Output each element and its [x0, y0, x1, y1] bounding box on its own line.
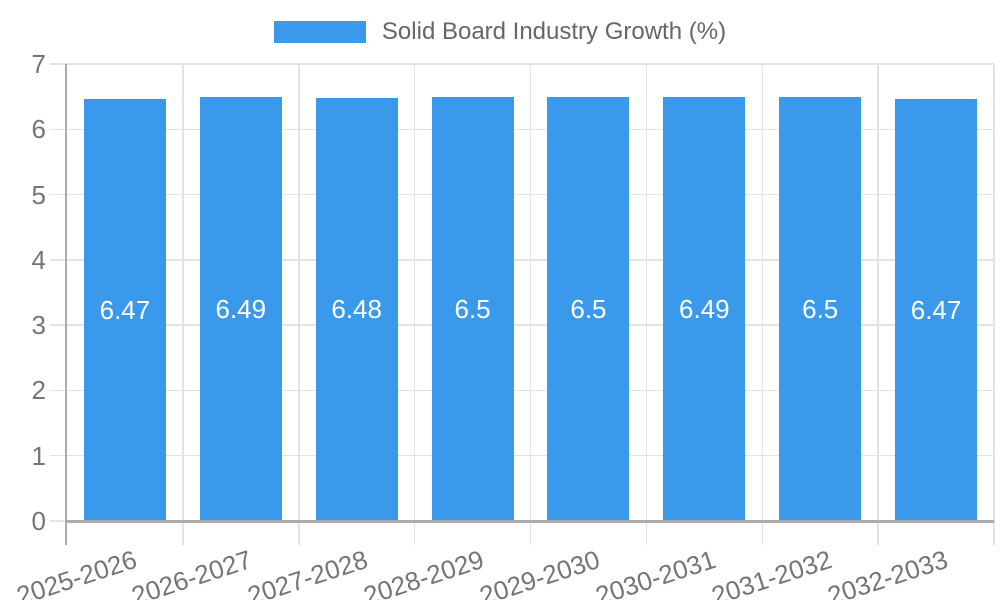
y-tick-label: 1: [31, 440, 46, 471]
y-axis-line: [65, 64, 67, 545]
bar[interactable]: [199, 97, 282, 521]
x-axis-line: [65, 520, 994, 523]
x-tick-label: 2027-2028: [238, 544, 372, 600]
x-tick-label-text: 2031-2032: [707, 544, 836, 600]
bar-value-label: 6.5: [454, 293, 491, 324]
bar[interactable]: [83, 98, 166, 521]
y-gridline: [50, 389, 994, 392]
y-tick-label: 0: [31, 506, 46, 536]
x-gridline: [529, 64, 532, 545]
bar-value-label: 6.5: [802, 293, 839, 324]
x-gridline: [182, 64, 184, 545]
bar[interactable]: [895, 98, 978, 521]
x-tick-label: 2032-2033: [818, 544, 951, 600]
y-tick-label: 5: [31, 179, 46, 210]
x-gridline: [993, 64, 995, 545]
x-tick-label-text: 2027-2028: [244, 544, 372, 600]
x-tick-label: 2028-2029: [354, 544, 488, 600]
y-gridline: [50, 324, 994, 326]
x-tick-label-text: 2029-2030: [475, 544, 604, 600]
bar[interactable]: [663, 97, 746, 521]
bar-value-label: 6.49: [679, 294, 730, 325]
y-tick-label: 7: [31, 49, 46, 79]
bar-value-label: 6.5: [570, 293, 607, 324]
y-gridline: [50, 259, 994, 261]
legend-color-swatch: [273, 21, 366, 43]
x-tick-label: 2025-2026: [7, 544, 140, 600]
y-axis-tick: [50, 520, 67, 522]
y-tick-label: 2: [31, 375, 46, 406]
x-tick-label: 2030-2031: [586, 544, 720, 600]
bar-value-label: 6.47: [910, 294, 962, 325]
x-gridline: [298, 64, 300, 545]
bar-value-label: 6.49: [215, 294, 267, 325]
y-tick-label: 3: [31, 310, 46, 341]
y-gridline: [50, 193, 994, 196]
y-tick-label: 6: [31, 114, 46, 145]
x-tick-label-text: 2028-2029: [359, 544, 488, 600]
x-tick-label: 2026-2027: [122, 544, 256, 600]
x-tick-label-text: 2025-2026: [12, 544, 140, 600]
legend-label: Solid Board Industry Growth (%): [381, 18, 727, 45]
y-gridline: [50, 63, 994, 65]
x-tick-label-text: 2026-2027: [128, 544, 256, 600]
bar[interactable]: [431, 96, 514, 521]
x-gridline: [413, 64, 416, 545]
bar[interactable]: [547, 96, 630, 521]
bar[interactable]: [779, 96, 862, 521]
x-tick-label-text: 2030-2031: [591, 544, 720, 600]
chart-legend[interactable]: Solid Board Industry Growth (%): [0, 18, 1000, 46]
x-gridline: [645, 64, 648, 545]
x-tick-label-text: 2032-2033: [823, 544, 952, 600]
y-tick-label: 4: [31, 244, 46, 275]
bar[interactable]: [315, 97, 398, 521]
x-tick-label: 2029-2030: [470, 544, 604, 600]
y-gridline: [50, 454, 994, 457]
x-tick-label: 2031-2032: [702, 544, 836, 600]
y-gridline: [50, 128, 994, 131]
bar-value-label: 6.47: [99, 294, 151, 325]
bar-value-label: 6.48: [331, 294, 382, 325]
x-gridline: [761, 64, 763, 545]
x-gridline: [877, 64, 879, 545]
